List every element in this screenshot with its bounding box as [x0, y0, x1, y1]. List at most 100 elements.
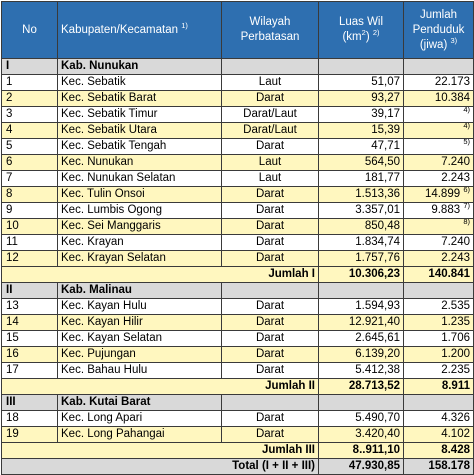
row-wilayah: Darat	[221, 426, 319, 443]
row-penduduk: 1.706	[403, 330, 474, 347]
row-penduduk-note: 7)	[463, 202, 470, 211]
header-no: No	[1, 1, 58, 59]
total-luas: 47.930,85	[318, 458, 404, 475]
header-luas: Luas Wil (km2) 2)	[318, 1, 404, 59]
row-luas: 51,07	[318, 74, 404, 91]
section-blank	[403, 282, 474, 299]
row-name: Kec. Krayan Selatan	[57, 250, 222, 267]
row-wilayah: Darat	[221, 202, 319, 219]
table-row: 1 Kec. Sebatik Laut 51,07 22.173	[1, 74, 474, 91]
table-row: 8 Kec. Tulin Onsoi Darat 1.513,36 14.899 6)	[1, 186, 474, 203]
row-no: 5	[1, 138, 58, 155]
row-penduduk: 4)	[403, 106, 474, 123]
row-penduduk-value: 1.235	[441, 316, 470, 328]
section-numeral: III	[1, 394, 58, 411]
row-no: 3	[1, 106, 58, 123]
row-no: 1	[1, 74, 58, 91]
row-name: Kec. Sebatik Tengah	[57, 138, 222, 155]
row-wilayah: Darat/Laut	[221, 122, 319, 139]
row-wilayah: Darat	[221, 90, 319, 107]
row-name: Kec. Kayan Hulu	[57, 298, 222, 315]
row-luas: 850,48	[318, 218, 404, 235]
row-luas: 12.921,40	[318, 314, 404, 331]
row-no: 12	[1, 250, 58, 267]
row-luas: 5.490,70	[318, 410, 404, 427]
section-title: Kab. Malinau	[57, 282, 222, 299]
subtotal-label: Jumlah I	[1, 266, 319, 283]
row-penduduk-note: 4)	[463, 122, 470, 131]
row-penduduk-value: 2.535	[441, 300, 470, 312]
row-luas: 2.645,61	[318, 330, 404, 347]
row-name: Kec. Sebatik Timur	[57, 106, 222, 123]
subtotal-label: Jumlah III	[1, 442, 319, 459]
table-row: 5 Kec. Sebatik Tengah Darat 47,71 5)	[1, 138, 474, 155]
header-luas-note: 2)	[372, 28, 380, 38]
section-blank	[403, 58, 474, 75]
section-numeral: II	[1, 282, 58, 299]
table-header-row: No Kabupaten/Kecamatan 1) Wilayah Perbat…	[1, 1, 474, 59]
row-name: Kec. Sebatik	[57, 74, 222, 91]
row-no: 16	[1, 346, 58, 363]
row-luas: 6.139,20	[318, 346, 404, 363]
total-label: Total (I + II + III)	[1, 458, 319, 475]
header-jumlah: Jumlah Penduduk (jiwa) 3)	[403, 1, 474, 59]
row-wilayah: Darat/Laut	[221, 106, 319, 123]
row-wilayah: Darat	[221, 218, 319, 235]
row-penduduk: 4.326	[403, 410, 474, 427]
section-blank	[221, 394, 319, 411]
row-wilayah: Darat	[221, 410, 319, 427]
row-luas: 5.412,38	[318, 362, 404, 379]
row-penduduk: 1.200	[403, 346, 474, 363]
row-name: Kec. Pujungan	[57, 346, 222, 363]
row-no: 15	[1, 330, 58, 347]
row-penduduk: 9.883 7)	[403, 202, 474, 219]
row-name: Kec. Krayan	[57, 234, 222, 251]
table-row: 19 Kec. Long Pahangai Darat 3.420,40 4.102	[1, 426, 474, 443]
row-penduduk: 7.240	[403, 154, 474, 171]
row-no: 14	[1, 314, 58, 331]
row-wilayah: Darat	[221, 138, 319, 155]
row-penduduk: 4.102	[403, 426, 474, 443]
row-name: Kec. Kayan Selatan	[57, 330, 222, 347]
table-row: 11 Kec. Krayan Darat 1.834,74 7.240	[1, 234, 474, 251]
subtotal-row: Jumlah III 8..911,10 8.428	[1, 442, 474, 459]
row-no: 13	[1, 298, 58, 315]
row-penduduk: 2.235	[403, 362, 474, 379]
row-no: 7	[1, 170, 58, 187]
table-row: 4 Kec. Sebatik Utara Darat/Laut 15,39 4)	[1, 122, 474, 139]
row-luas: 47,71	[318, 138, 404, 155]
total-penduduk: 158.178	[403, 458, 474, 475]
row-penduduk-value: 4.326	[441, 412, 470, 424]
row-luas: 1.834,74	[318, 234, 404, 251]
table-row: 9 Kec. Lumbis Ogong Darat 3.357,01 9.883 7)	[1, 202, 474, 219]
row-penduduk: 10.384	[403, 90, 474, 107]
row-penduduk-note: 8)	[463, 218, 470, 227]
row-name: Kec. Long Apari	[57, 410, 222, 427]
section-title: Kab. Nunukan	[57, 58, 222, 75]
row-luas: 39,17	[318, 106, 404, 123]
row-luas: 3.420,40	[318, 426, 404, 443]
row-no: 19	[1, 426, 58, 443]
row-penduduk: 2.243	[403, 170, 474, 187]
row-name: Kec. Lumbis Ogong	[57, 202, 222, 219]
row-penduduk: 22.173	[403, 74, 474, 91]
total-row: Total (I + II + III) 47.930,85 158.178	[1, 458, 474, 475]
row-name: Kec. Sebatik Barat	[57, 90, 222, 107]
table-row: 3 Kec. Sebatik Timur Darat/Laut 39,17 4)	[1, 106, 474, 123]
section-blank	[221, 282, 319, 299]
table-row: 15 Kec. Kayan Selatan Darat 2.645,61 1.706	[1, 330, 474, 347]
row-wilayah: Laut	[221, 170, 319, 187]
section-blank	[221, 58, 319, 75]
table-row: 2 Kec. Sebatik Barat Darat 93,27 10.384	[1, 90, 474, 107]
section-numeral: I	[1, 58, 58, 75]
table-row: 13 Kec. Kayan Hulu Darat 1.594,93 2.535	[1, 298, 474, 315]
row-penduduk-value: 10.384	[434, 92, 470, 104]
row-penduduk-value: 7.240	[441, 236, 470, 248]
row-wilayah: Darat	[221, 346, 319, 363]
row-penduduk-value: 9.883	[431, 204, 461, 216]
subtotal-luas: 28.713,52	[318, 378, 404, 395]
subtotal-label: Jumlah II	[1, 378, 319, 395]
row-penduduk-value: 2.243	[441, 172, 470, 184]
row-name: Kec. Sebatik Utara	[57, 122, 222, 139]
